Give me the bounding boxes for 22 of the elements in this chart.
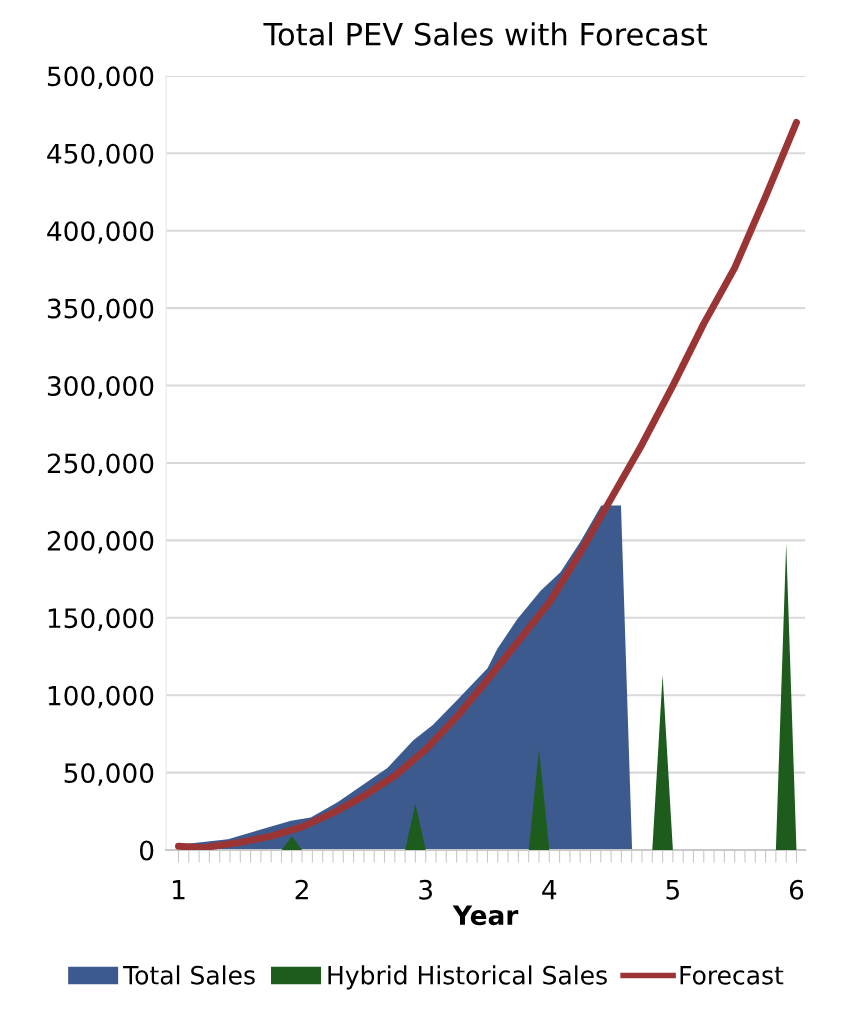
y-tick-label: 200,000 — [47, 530, 154, 554]
y-tick-label: 450,000 — [47, 143, 154, 167]
y-tick-label: 50,000 — [64, 763, 154, 786]
x-axis-title: Year — [452, 905, 519, 926]
y-tick-label: 350,000 — [47, 298, 154, 322]
legend-label: Hybrid Historical Sales — [328, 965, 607, 990]
x-tick-label: 4 — [542, 880, 557, 900]
y-tick-label: 300,000 — [47, 376, 154, 399]
legend-label: Total Sales — [123, 965, 255, 985]
x-tick-label: 2 — [295, 879, 308, 900]
y-tick-label: 250,000 — [47, 453, 154, 477]
chart-title: Total PEV Sales with Forecast — [263, 22, 708, 46]
x-tick-label: 1 — [173, 880, 185, 900]
x-tick-label: 5 — [666, 880, 679, 900]
x-tick-label: 6 — [789, 879, 804, 900]
y-tick-label: 0 — [139, 840, 154, 861]
y-tick-label: 500,000 — [47, 66, 154, 89]
y-tick-label: 400,000 — [47, 221, 154, 244]
x-tick-label: 3 — [419, 879, 432, 900]
y-tick-label: 150,000 — [48, 608, 154, 631]
legend-label: Forecast — [680, 966, 784, 985]
y-tick-label: 100,000 — [48, 685, 154, 709]
